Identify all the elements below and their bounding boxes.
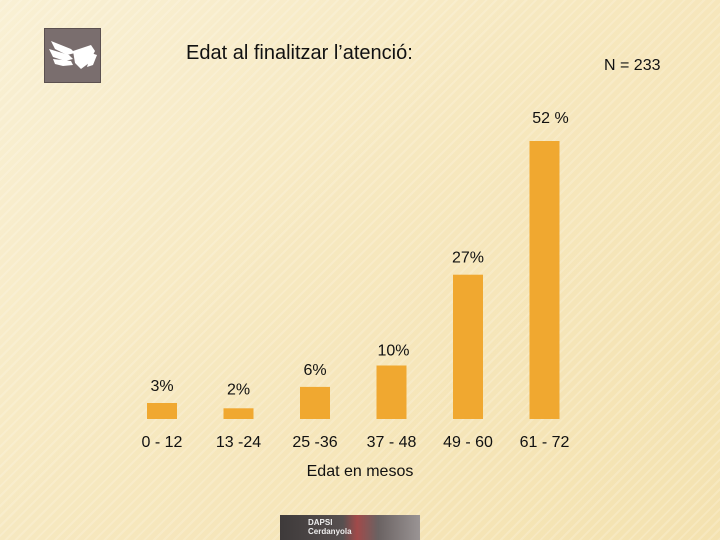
x-tick-label-4: 49 - 60: [443, 434, 493, 451]
data-label-4: 27%: [452, 250, 484, 267]
bar-3: [376, 365, 407, 419]
slide-title: Edat al finalitzar l’atenció:: [186, 42, 413, 64]
hands-logo-icon: [44, 28, 101, 83]
data-label-5: 52 %: [532, 110, 568, 127]
bar-4: [453, 274, 483, 419]
footer-logo-text: DAPSI Cerdanyola: [308, 518, 352, 536]
data-label-2: 6%: [303, 362, 326, 379]
footer-logo: DAPSI Cerdanyola: [280, 515, 420, 540]
data-label-0: 3%: [150, 378, 173, 395]
sample-size-label: N = 233: [604, 57, 661, 74]
bar-5: [529, 141, 560, 419]
x-axis-label: Edat en mesos: [307, 463, 414, 480]
data-label-1: 2%: [227, 381, 250, 398]
data-label-3: 10%: [377, 343, 409, 360]
x-tick-label-3: 37 - 48: [367, 434, 417, 451]
bar-1: [223, 408, 254, 419]
x-tick-label-1: 13 -24: [216, 434, 261, 451]
bar-0: [147, 403, 177, 419]
x-tick-label-0: 0 - 12: [142, 434, 183, 451]
bar-2: [300, 386, 330, 419]
x-tick-label-5: 61 - 72: [520, 434, 570, 451]
x-tick-label-2: 25 -36: [292, 434, 337, 451]
